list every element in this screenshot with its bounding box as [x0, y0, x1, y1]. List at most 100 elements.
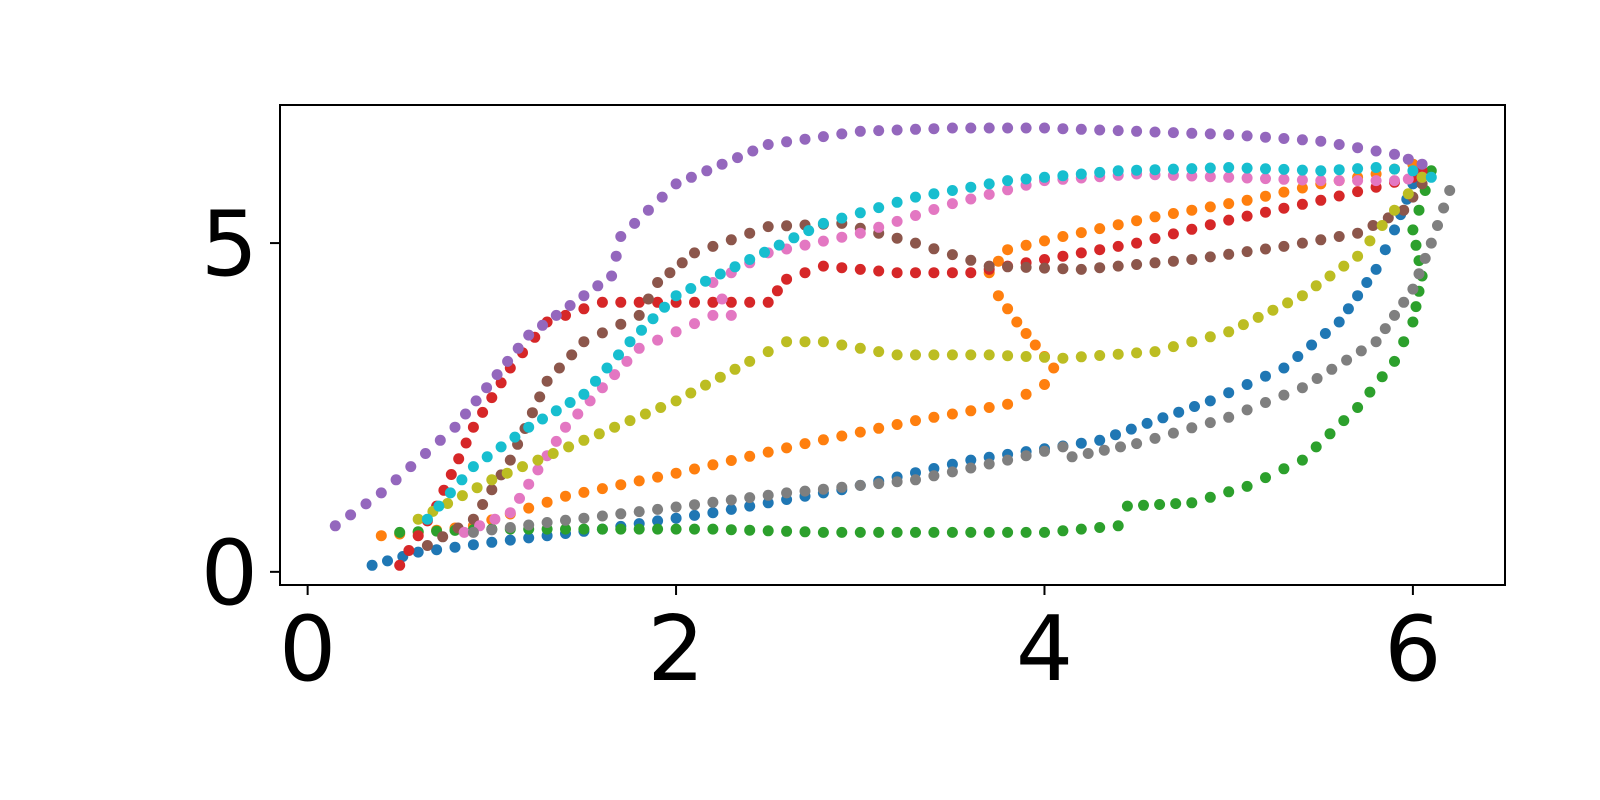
trajectory-dot	[495, 377, 507, 389]
trajectory-dot	[613, 349, 624, 361]
trajectory-dot	[1296, 237, 1308, 249]
trajectory-dot	[891, 526, 903, 538]
trajectory-dot	[873, 346, 885, 358]
trajectory-dot	[442, 498, 454, 509]
data-point	[854, 125, 866, 137]
trajectory-dot	[854, 479, 866, 491]
data-point	[412, 513, 424, 525]
data-point	[652, 277, 664, 288]
trajectory-dot	[817, 483, 829, 495]
trajectory-dot	[1333, 164, 1345, 176]
trajectory-dot	[537, 413, 548, 425]
series-8	[412, 171, 1428, 525]
trajectory-dot	[1002, 350, 1014, 362]
trajectory-dot	[781, 220, 793, 232]
trajectory-dot	[873, 478, 885, 490]
data-point	[1241, 194, 1253, 206]
data-point	[891, 349, 903, 361]
data-point	[1131, 237, 1143, 249]
trajectory-dot	[928, 470, 940, 482]
trajectory-dot	[560, 514, 571, 526]
data-point	[486, 474, 498, 486]
trajectory-dot	[983, 178, 995, 190]
trajectory-dot	[1094, 223, 1106, 235]
trajectory-dot	[873, 526, 885, 538]
trajectory-dot	[566, 349, 578, 361]
trajectory-dot	[1098, 444, 1110, 456]
trajectory-dot	[1361, 277, 1373, 288]
trajectory-dot	[592, 280, 604, 292]
trajectory-dot	[1125, 423, 1137, 435]
trajectory-dot	[771, 285, 783, 297]
trajectory-dot	[486, 392, 498, 404]
trajectory-dot	[965, 462, 977, 474]
trajectory-dot	[689, 523, 700, 535]
trajectory-dot	[1112, 219, 1124, 231]
trajectory-dot	[1352, 186, 1364, 198]
trajectory-dot	[1157, 412, 1169, 424]
trajectory-dot	[639, 408, 651, 420]
trajectory-dot	[689, 509, 700, 521]
trajectory-dot	[716, 158, 728, 170]
trajectory-dot	[633, 506, 645, 518]
trajectory-dot	[799, 133, 811, 145]
data-point	[467, 461, 479, 473]
trajectory-dot	[1260, 206, 1271, 218]
data-point	[1223, 162, 1235, 173]
trajectory-dot	[854, 207, 866, 219]
trajectory-dot	[1402, 188, 1414, 200]
trajectory-dot	[854, 342, 866, 354]
trajectory-dot	[725, 494, 737, 506]
trajectory-dot	[891, 476, 903, 488]
trajectory-dot	[744, 450, 756, 462]
trajectory-dot	[781, 136, 793, 148]
trajectory-dot	[689, 463, 700, 475]
trajectory-dot	[928, 243, 940, 255]
trajectory-dot	[1186, 422, 1198, 434]
trajectory-dot	[1402, 153, 1414, 165]
data-point	[541, 517, 553, 528]
data-point	[910, 191, 921, 203]
trajectory-dot	[1338, 415, 1350, 427]
trajectory-dot	[744, 524, 756, 536]
data-point	[1002, 454, 1014, 466]
trajectory-dot	[1204, 128, 1216, 140]
trajectory-dot	[1278, 186, 1290, 198]
data-point	[1389, 204, 1400, 216]
data-point	[1398, 204, 1410, 216]
data-point	[1204, 395, 1216, 407]
trajectory-dot	[1154, 499, 1166, 510]
trajectory-dot	[992, 255, 1004, 267]
trajectory-dot	[773, 239, 785, 251]
trajectory-dot	[504, 534, 516, 546]
trajectory-dot	[891, 124, 903, 136]
trajectory-dot	[1223, 198, 1235, 210]
trajectory-dot	[547, 448, 559, 459]
data-point	[1352, 402, 1364, 413]
trajectory-dot	[1438, 202, 1450, 214]
data-point	[633, 342, 645, 354]
data-point	[891, 267, 903, 279]
data-point	[1444, 185, 1456, 196]
data-point	[412, 546, 424, 558]
trajectory-dot	[1110, 429, 1121, 441]
trajectory-dot	[486, 524, 498, 536]
trajectory-dot	[817, 434, 829, 446]
trajectory-dot	[1398, 296, 1410, 308]
trajectory-dot	[652, 471, 664, 483]
trajectory-dot	[670, 523, 682, 535]
data-point	[1407, 283, 1419, 295]
trajectory-dot	[799, 526, 811, 538]
trajectory-dot	[572, 408, 584, 420]
trajectory-dot	[707, 240, 719, 252]
data-point	[1029, 339, 1041, 351]
data-point	[560, 421, 571, 433]
data-point	[910, 474, 921, 486]
trajectory-dot	[1020, 239, 1032, 251]
y-tick-label: 5	[201, 192, 258, 297]
data-point	[689, 296, 700, 308]
trajectory-dot	[431, 544, 443, 556]
trajectory-dot	[655, 402, 667, 413]
trajectory-dot	[910, 123, 921, 135]
trajectory-dot	[652, 515, 664, 527]
